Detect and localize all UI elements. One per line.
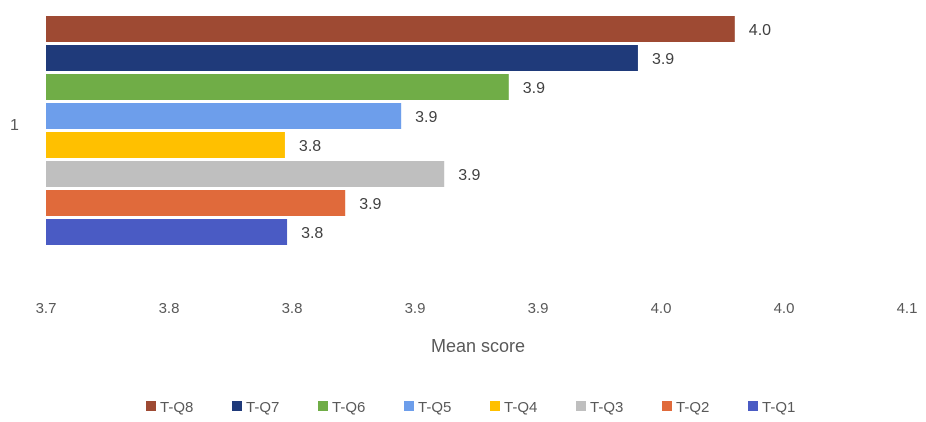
- legend-swatch-t-q4: [490, 401, 500, 411]
- x-tick-label: 4.0: [651, 300, 672, 317]
- legend-label-t-q8: T-Q8: [160, 399, 193, 416]
- legend-swatch-t-q7: [232, 401, 242, 411]
- x-tick-label: 4.0: [774, 300, 795, 317]
- bar-t-q5: [46, 103, 402, 129]
- legend-label-t-q3: T-Q3: [590, 399, 623, 416]
- legend-label-t-q2: T-Q2: [676, 399, 709, 416]
- bar-t-q1: [46, 219, 288, 245]
- legend-swatch-t-q3: [576, 401, 586, 411]
- data-label-t-q1: 3.8: [301, 225, 323, 242]
- data-label-t-q8: 4.0: [749, 22, 771, 39]
- bar-t-q6: [46, 74, 509, 100]
- bar-t-q4: [46, 132, 285, 158]
- legend-label-t-q7: T-Q7: [246, 399, 279, 416]
- legend-label-t-q4: T-Q4: [504, 399, 537, 416]
- data-labels-group: 4.0 3.9 3.9 3.9 3.8 3.9 3.9 3.8: [299, 22, 771, 242]
- legend-swatch-t-q2: [662, 401, 672, 411]
- legend: T-Q8 T-Q7 T-Q6 T-Q5 T-Q4 T-Q3 T-Q2 T-Q1: [146, 399, 795, 416]
- x-tick-label: 3.7: [36, 300, 57, 317]
- x-tick-label: 4.1: [897, 300, 918, 317]
- legend-label-t-q5: T-Q5: [418, 399, 451, 416]
- bar-t-q2: [46, 190, 346, 216]
- x-tick-label: 3.8: [159, 300, 180, 317]
- legend-label-t-q1: T-Q1: [762, 399, 795, 416]
- x-axis-title: Mean score: [431, 336, 525, 356]
- legend-swatch-t-q6: [318, 401, 328, 411]
- bar-t-q7: [46, 45, 638, 71]
- x-tick-label: 3.9: [528, 300, 549, 317]
- x-tick-label: 3.9: [405, 300, 426, 317]
- bar-t-q8: [46, 16, 735, 42]
- legend-swatch-t-q1: [748, 401, 758, 411]
- bar-t-q3: [46, 161, 445, 187]
- data-label-t-q5: 3.9: [415, 109, 437, 126]
- data-label-t-q7: 3.9: [652, 51, 674, 68]
- legend-label-t-q6: T-Q6: [332, 399, 365, 416]
- data-label-t-q2: 3.9: [359, 196, 381, 213]
- data-label-t-q4: 3.8: [299, 138, 321, 155]
- category-label: 1: [10, 117, 19, 134]
- data-label-t-q3: 3.9: [458, 167, 480, 184]
- x-tick-label: 3.8: [282, 300, 303, 317]
- legend-swatch-t-q8: [146, 401, 156, 411]
- bars-group: [46, 16, 735, 245]
- x-axis-ticks: 3.7 3.8 3.8 3.9 3.9 4.0 4.0 4.1: [36, 300, 918, 317]
- data-label-t-q6: 3.9: [523, 80, 545, 97]
- legend-swatch-t-q5: [404, 401, 414, 411]
